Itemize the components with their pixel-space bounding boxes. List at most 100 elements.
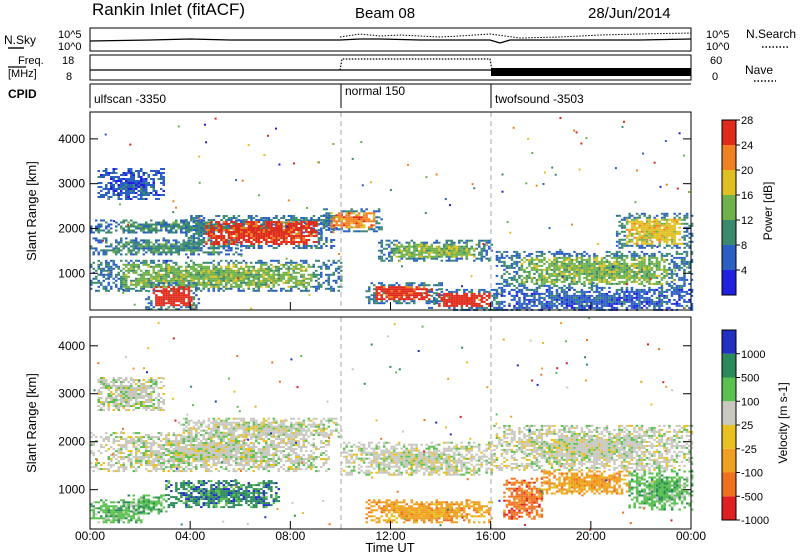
power-cell [157,229,160,232]
power-cell [565,264,569,267]
power-cell [207,225,210,228]
power-cell [182,288,186,291]
power-cell [190,281,193,284]
power-cell [207,253,210,256]
power-cell [127,194,130,196]
power-cell [155,245,158,248]
power-cell [367,226,371,229]
power-cell [295,245,298,247]
power-cell [162,267,165,270]
power-cell [598,278,601,281]
power-cell [463,249,466,252]
power-cell [282,277,285,280]
power-cell [400,257,403,260]
power-cell [655,218,659,221]
power-cell [375,210,378,213]
power-cell [232,215,236,217]
power-cell [202,281,205,284]
power-cell [675,214,679,217]
power-cell [272,269,275,272]
power-cell [460,253,463,256]
power-cell [162,245,165,248]
power-cell [145,223,148,226]
power-cell [97,281,100,284]
power-cell [272,229,276,231]
power-cell [330,285,333,288]
power-cell [570,260,574,263]
power-cell [172,296,176,299]
power-cell [105,168,108,170]
power-cell [615,268,619,271]
power-cell [638,264,641,267]
power-cell [413,282,416,285]
power-cell [212,249,215,252]
power-cell [215,229,218,231]
power-cell [638,268,641,271]
power-cell [630,222,634,225]
power-cell [157,282,161,285]
power-cell [593,284,596,287]
power-cell [403,247,406,250]
power-cell [130,188,133,190]
power-cell [605,260,609,263]
power-cell [225,285,228,288]
power-cell [267,217,271,219]
power-cell [588,270,591,273]
power-cell [495,254,499,257]
power-cell [485,253,488,256]
power-cell [540,258,544,261]
power-cell [445,259,448,262]
power-cell [185,243,188,246]
power-cell [428,306,431,309]
power-cell [197,219,200,222]
power-cell [145,283,148,286]
power-cell [335,267,338,270]
power-cell [448,306,451,309]
power-cell [307,227,311,229]
power-cell [683,250,686,253]
power-cell [435,257,438,260]
power-cell [107,190,110,192]
power-cell [117,241,120,244]
power-cell [565,268,569,271]
power-cell [613,260,616,263]
power-cell [232,263,235,266]
power-cell [155,251,158,254]
power-cell [510,282,514,285]
power-cell [177,249,180,252]
power-cell [648,226,651,229]
power-cell [613,254,616,257]
power-cell [648,274,651,277]
power-cell [157,239,160,242]
power-cell [230,247,233,249]
power-cell [615,288,619,291]
power-cell [608,250,611,253]
power-cell [495,288,499,291]
power-cell [277,265,280,268]
power-cell [205,243,208,245]
power-cell [157,290,161,293]
power-cell [450,241,453,244]
power-cell [225,221,228,223]
power-cell [145,192,148,194]
power-cell [490,300,494,303]
power-cell [553,272,556,275]
power-cell [635,242,639,245]
power-cell [220,281,223,284]
power-cell [177,304,181,307]
power-cell [608,270,611,273]
power-cell [315,235,318,237]
power-cell [217,223,221,225]
power-cell [277,219,281,221]
power-cell [388,251,391,254]
power-cell [280,231,283,233]
power-cell [165,281,168,284]
power-cell [285,289,288,292]
power-cell [470,245,473,248]
power-cell [175,282,178,285]
power-cell [625,270,629,273]
power-cell [430,247,433,250]
power-cell [518,260,521,263]
power-cell [265,235,268,237]
power-cell [227,219,231,221]
